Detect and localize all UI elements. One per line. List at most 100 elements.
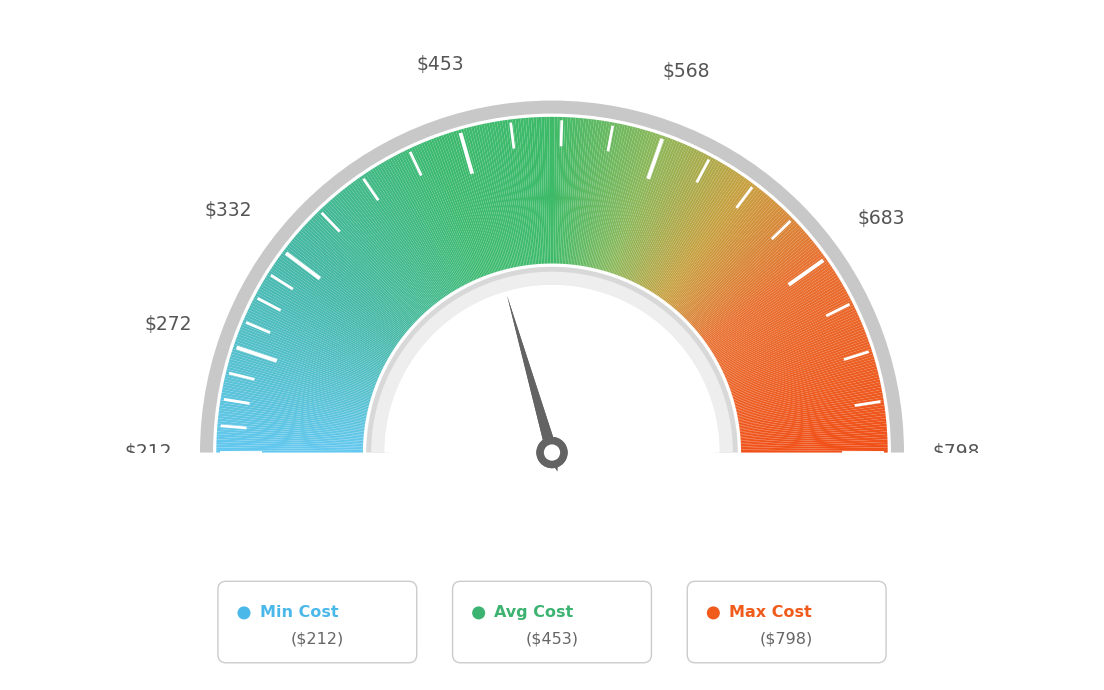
Wedge shape xyxy=(687,217,793,321)
Wedge shape xyxy=(226,366,369,406)
Wedge shape xyxy=(670,190,764,306)
Wedge shape xyxy=(273,264,395,348)
Wedge shape xyxy=(592,124,625,268)
Bar xyxy=(63,453,1041,690)
Wedge shape xyxy=(508,119,529,265)
Wedge shape xyxy=(731,342,870,391)
Wedge shape xyxy=(737,384,881,415)
Wedge shape xyxy=(285,247,403,338)
Wedge shape xyxy=(368,170,449,295)
Wedge shape xyxy=(383,161,458,289)
Wedge shape xyxy=(693,228,804,328)
Wedge shape xyxy=(418,144,478,279)
Wedge shape xyxy=(628,146,690,280)
Wedge shape xyxy=(597,127,636,270)
Wedge shape xyxy=(587,123,617,267)
Wedge shape xyxy=(216,437,363,445)
Wedge shape xyxy=(226,369,369,407)
Polygon shape xyxy=(507,296,558,471)
Wedge shape xyxy=(238,331,375,386)
Wedge shape xyxy=(217,418,364,435)
Wedge shape xyxy=(735,374,879,410)
Wedge shape xyxy=(566,118,581,264)
Wedge shape xyxy=(350,183,439,302)
Wedge shape xyxy=(219,411,364,431)
Wedge shape xyxy=(552,117,554,264)
Wedge shape xyxy=(450,132,497,273)
Text: ($212): ($212) xyxy=(290,631,344,647)
Wedge shape xyxy=(495,121,521,266)
Wedge shape xyxy=(729,331,866,386)
Wedge shape xyxy=(726,324,863,382)
Wedge shape xyxy=(737,392,883,420)
Wedge shape xyxy=(565,118,578,264)
Wedge shape xyxy=(724,315,859,376)
Wedge shape xyxy=(315,213,420,319)
Wedge shape xyxy=(242,322,378,380)
Wedge shape xyxy=(739,397,883,423)
Wedge shape xyxy=(626,144,686,279)
Wedge shape xyxy=(466,128,505,270)
Wedge shape xyxy=(262,282,390,357)
Wedge shape xyxy=(735,369,878,407)
Wedge shape xyxy=(328,201,427,312)
Wedge shape xyxy=(728,329,866,384)
Wedge shape xyxy=(593,125,628,268)
Wedge shape xyxy=(342,189,435,305)
Wedge shape xyxy=(516,119,533,265)
Text: $212: $212 xyxy=(124,443,171,462)
Wedge shape xyxy=(221,392,367,420)
Wedge shape xyxy=(631,148,694,282)
Wedge shape xyxy=(270,268,394,350)
Wedge shape xyxy=(294,237,407,332)
Wedge shape xyxy=(245,315,380,376)
Wedge shape xyxy=(741,450,888,453)
Wedge shape xyxy=(736,380,880,413)
Wedge shape xyxy=(733,356,874,400)
Wedge shape xyxy=(673,195,769,309)
Wedge shape xyxy=(582,121,607,266)
Wedge shape xyxy=(253,298,384,366)
Wedge shape xyxy=(544,117,549,264)
Wedge shape xyxy=(732,351,873,397)
Wedge shape xyxy=(233,346,373,394)
Wedge shape xyxy=(740,405,884,427)
Wedge shape xyxy=(715,284,843,359)
Text: Avg Cost: Avg Cost xyxy=(495,605,574,620)
Wedge shape xyxy=(330,199,428,310)
Wedge shape xyxy=(251,302,383,369)
Wedge shape xyxy=(277,257,399,344)
Wedge shape xyxy=(603,130,646,271)
Wedge shape xyxy=(288,243,404,335)
Wedge shape xyxy=(724,312,858,375)
Wedge shape xyxy=(298,230,411,328)
Wedge shape xyxy=(613,135,664,274)
Wedge shape xyxy=(216,434,363,444)
Wedge shape xyxy=(234,344,373,393)
Wedge shape xyxy=(424,141,481,278)
Wedge shape xyxy=(229,359,371,402)
Wedge shape xyxy=(612,134,660,274)
Wedge shape xyxy=(562,117,573,264)
Wedge shape xyxy=(264,277,391,355)
Wedge shape xyxy=(741,429,887,441)
Wedge shape xyxy=(627,144,688,279)
Wedge shape xyxy=(716,288,846,362)
FancyBboxPatch shape xyxy=(217,581,416,663)
Wedge shape xyxy=(231,351,372,397)
Wedge shape xyxy=(609,132,656,273)
Wedge shape xyxy=(287,245,404,337)
Wedge shape xyxy=(491,122,520,266)
Wedge shape xyxy=(615,136,666,275)
Wedge shape xyxy=(502,120,526,266)
Wedge shape xyxy=(311,217,417,321)
Wedge shape xyxy=(499,121,524,266)
Wedge shape xyxy=(740,418,887,435)
Wedge shape xyxy=(219,415,364,433)
Wedge shape xyxy=(232,349,372,395)
Wedge shape xyxy=(444,134,492,274)
Wedge shape xyxy=(658,175,743,297)
Wedge shape xyxy=(252,300,383,368)
Wedge shape xyxy=(216,431,363,442)
Wedge shape xyxy=(471,126,508,269)
